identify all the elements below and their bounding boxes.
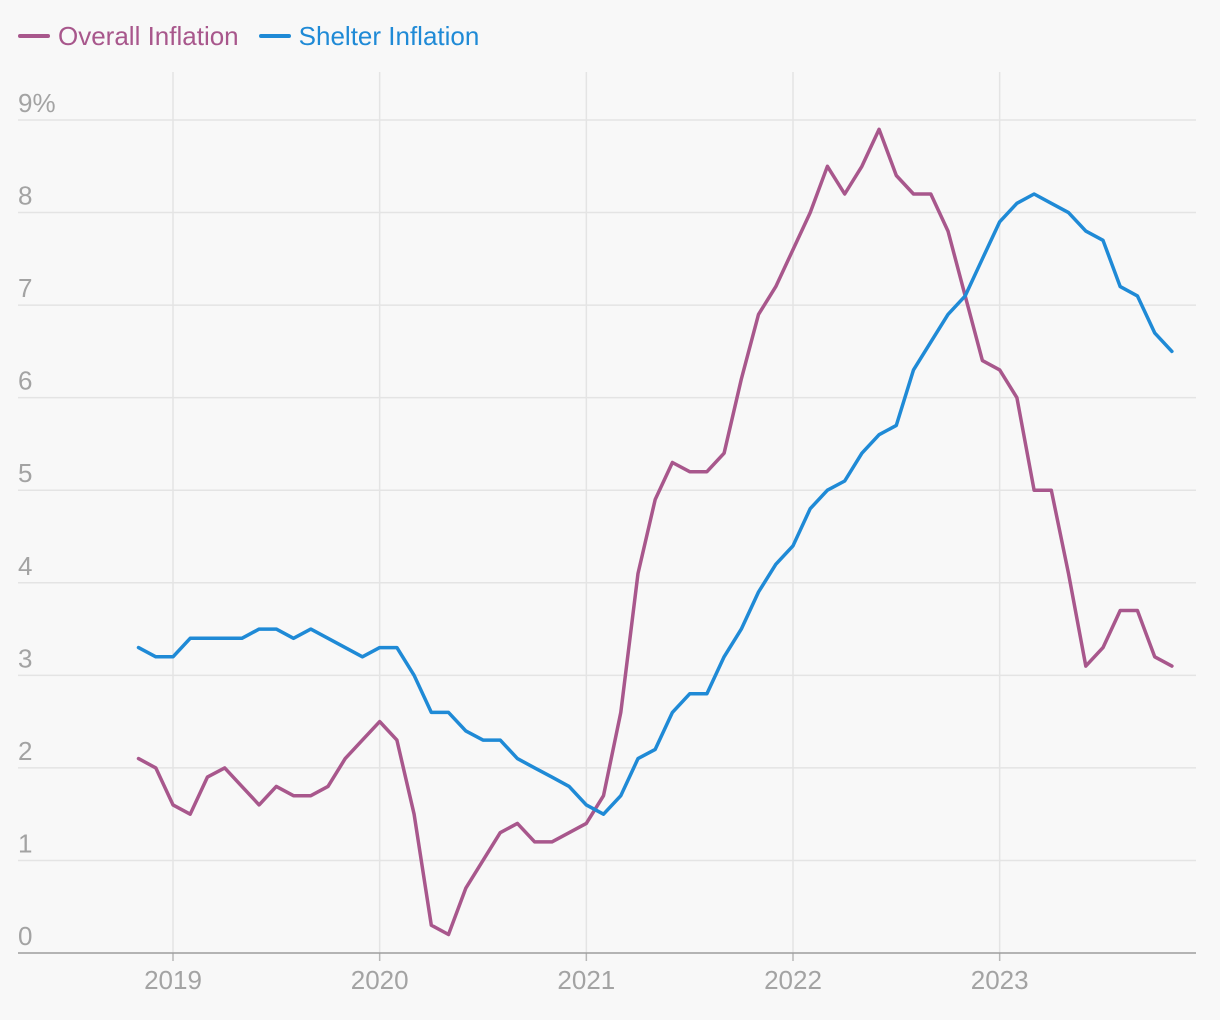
tick-label-layer: 0 1 2 3 4 5 6 7 8 9% 2019 2020 2021 2022 2023: [18, 88, 1029, 995]
y-tick-label-9: 9%: [18, 88, 56, 118]
y-tick-label-4: 4: [18, 551, 32, 581]
y-tick-label-5: 5: [18, 458, 32, 488]
axis-layer: [18, 952, 1196, 961]
legend-item-overall-inflation: Overall Inflation: [18, 21, 239, 52]
x-tick-label-2019: 2019: [144, 965, 202, 995]
series-points-overall-inflation: [137, 127, 1174, 936]
x-tick-label-2020: 2020: [351, 965, 409, 995]
legend-label-shelter-inflation: Shelter Inflation: [298, 20, 480, 51]
legend-swatch-overall-inflation: [18, 34, 50, 38]
y-tick-label-3: 3: [18, 643, 32, 673]
y-tick-label-2: 2: [18, 736, 32, 766]
legend-item-shelter-inflation: Shelter Inflation: [258, 20, 480, 52]
y-tick-label-7: 7: [18, 273, 32, 303]
legend-swatch-shelter-inflation: [258, 34, 291, 38]
y-tick-label-0: 0: [18, 921, 32, 951]
x-tick-label-2023: 2023: [971, 965, 1029, 995]
y-tick-label-1: 1: [18, 828, 32, 858]
y-tick-label-8: 8: [18, 181, 32, 211]
x-tick-label-2022: 2022: [764, 965, 822, 995]
series-line-overall-inflation: [136, 127, 1174, 937]
chart-legend: Overall Inflation Shelter Inflation: [18, 18, 479, 54]
series-layer: [136, 127, 1174, 937]
grid-layer: [18, 72, 1196, 953]
x-tick-label-2021: 2021: [557, 965, 615, 995]
legend-label-overall-inflation: Overall Inflation: [58, 20, 239, 51]
y-tick-label-6: 6: [18, 366, 32, 396]
series-line-shelter-inflation: [136, 192, 1174, 816]
